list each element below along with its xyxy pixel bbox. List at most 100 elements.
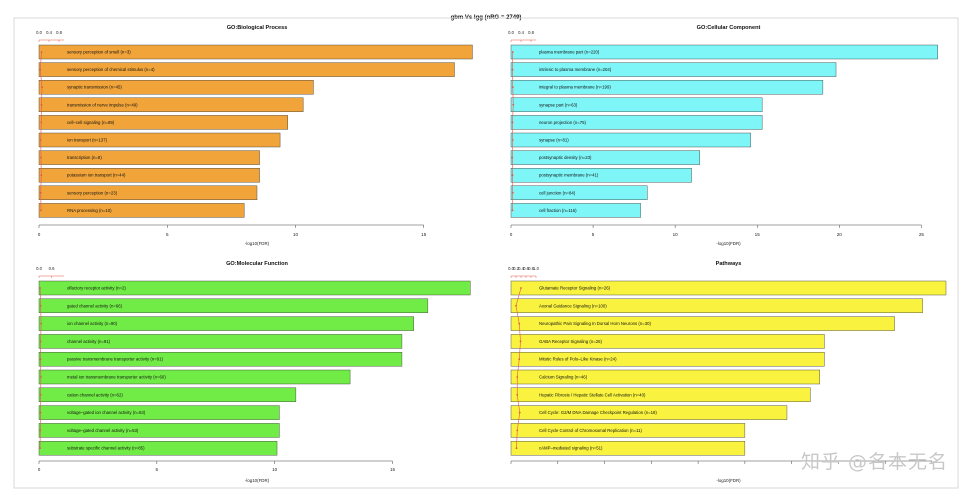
overlay-point xyxy=(518,411,521,414)
bar-label: plasma membrane part (n=220) xyxy=(539,50,600,55)
overlay-point xyxy=(511,121,514,124)
overlay-point xyxy=(40,121,43,124)
bar-label: synaptic transmission (n=45) xyxy=(67,85,122,90)
bar xyxy=(38,352,403,367)
bar-label: ion transport (n=137) xyxy=(67,138,108,143)
bar xyxy=(38,150,260,165)
overlay-point xyxy=(39,393,42,396)
bar xyxy=(38,44,473,60)
top-axis-tick-label: 0.6 xyxy=(49,266,55,271)
overlay-point xyxy=(512,103,515,106)
top-axis-tick-label: 0.4 xyxy=(518,30,524,35)
overlay-point xyxy=(40,174,43,177)
x-tick-label: 15 xyxy=(421,232,427,237)
bar xyxy=(510,334,825,349)
bar xyxy=(510,132,751,148)
bar xyxy=(38,97,304,113)
overlay-line xyxy=(39,51,43,211)
overlay-point xyxy=(39,447,41,450)
top-axis-tick-label: 0.4 xyxy=(46,30,52,35)
bar xyxy=(510,423,746,438)
chart-panel-4: Pathways 0.0 0.2 0.4 0.6 0.8 1.0 Glutamate Rece… xyxy=(508,261,947,483)
bar xyxy=(510,62,837,77)
overlay-point xyxy=(511,68,514,71)
overlay-point xyxy=(519,340,522,343)
top-axis-tick-label: 0.4 xyxy=(518,266,524,271)
overlay-point xyxy=(40,322,42,325)
overlay-point xyxy=(39,287,41,289)
bar xyxy=(510,316,895,331)
overlay-point xyxy=(516,376,519,378)
bar-label: synapse part (n=63) xyxy=(539,102,578,107)
overlay-point xyxy=(516,429,519,432)
bar-label: RNA processing (n=10) xyxy=(67,208,112,213)
bar-label: postsynaptic membrane (n=41) xyxy=(539,173,599,178)
overlay-point xyxy=(518,358,521,361)
bar xyxy=(510,298,923,313)
bar xyxy=(510,150,700,165)
bar xyxy=(510,405,788,420)
overlay-point xyxy=(39,411,42,414)
chart-title: GO:Biological Process xyxy=(227,25,288,31)
bar xyxy=(510,44,938,60)
bar xyxy=(38,280,471,296)
bar-label: sensory perception (n=23) xyxy=(67,190,118,195)
bar-label: cell junction (n=84) xyxy=(539,190,576,195)
bar xyxy=(38,369,351,385)
overlay-point xyxy=(39,139,42,141)
chart-panel-1: GO:Biological Process 0.0 0.4 0.8 sensory pe… xyxy=(36,25,473,246)
overlay-point xyxy=(40,156,42,159)
bar-label: Mitotic Roles of Polo–Like Kinase (n=24) xyxy=(539,357,617,362)
overlay-point xyxy=(511,86,514,89)
x-tick-label: 0 xyxy=(38,232,41,237)
overlay-point xyxy=(39,191,42,194)
x-tick-label: 20 xyxy=(837,232,843,237)
chart-title: GO:Cellular Component xyxy=(697,25,761,31)
overlay-point xyxy=(516,393,519,396)
chart-title: Pathways xyxy=(716,261,742,267)
bar-label: intrinsic to plasma membrane (n=204) xyxy=(539,67,612,72)
bar-label: Calcium Signaling (n=46) xyxy=(539,375,588,380)
bar xyxy=(510,441,746,456)
top-axis-tick-label: 1.0 xyxy=(533,266,539,271)
bar xyxy=(38,405,280,420)
top-axis-tick-label: 0.8 xyxy=(528,30,534,35)
x-tick-label: 0 xyxy=(38,467,41,472)
chart-panel-3: GO:Molecular Function 0.0 0.6 olfactory rec… xyxy=(36,261,471,483)
bar xyxy=(510,203,641,218)
bar-label: sensory perception of smell (n=3) xyxy=(67,50,131,55)
bar xyxy=(510,97,763,113)
bar-label: channel activity (n=91) xyxy=(67,339,111,344)
overlay-point xyxy=(39,304,42,307)
bar-label: transcription (n=8) xyxy=(67,155,102,160)
bar-label: potassium ion transport (n=44) xyxy=(67,173,126,178)
bar xyxy=(38,203,245,218)
bar-label: substrate specific channel activity (n=8… xyxy=(67,446,145,451)
bar xyxy=(38,387,297,402)
overlay-point xyxy=(511,51,514,53)
bar-label: sensory perception of chemical stimulus … xyxy=(67,67,155,72)
overlay-point xyxy=(518,322,521,325)
bar xyxy=(510,167,692,183)
bar-label: Glutamate Receptor Signaling (n=26) xyxy=(539,286,611,291)
overlay-point xyxy=(515,304,517,307)
bar-label: metal ion transmembrane transporter acti… xyxy=(67,375,166,380)
bar-label: Neuropathic Pain Signaling In Dorsal Hor… xyxy=(539,321,651,326)
overlay-point xyxy=(515,447,518,450)
bar-label: passive transmembrane transporter activi… xyxy=(67,357,163,362)
top-axis-tick-label: 0.2 xyxy=(513,266,519,271)
overlay-line xyxy=(515,287,522,449)
overlay-point xyxy=(511,209,514,212)
overlay-point xyxy=(39,376,42,378)
bar-label: gated channel activity (n=66) xyxy=(67,303,123,308)
x-tick-label: 25 xyxy=(919,232,925,237)
bar-label: olfactory receptor activity (n=2) xyxy=(67,286,126,291)
overlay-point xyxy=(40,209,42,212)
x-tick-label: 15 xyxy=(755,232,761,237)
x-tick-label: 5 xyxy=(592,232,595,237)
bar-label: Cell Cycle: G2/M DNA Damage Checkpoint R… xyxy=(539,410,657,415)
bar-label: cAMP–mediated signaling (n=51) xyxy=(539,446,603,451)
bar xyxy=(38,334,403,349)
x-axis-label: -log10(FDR) xyxy=(245,478,270,483)
bar xyxy=(510,79,824,95)
